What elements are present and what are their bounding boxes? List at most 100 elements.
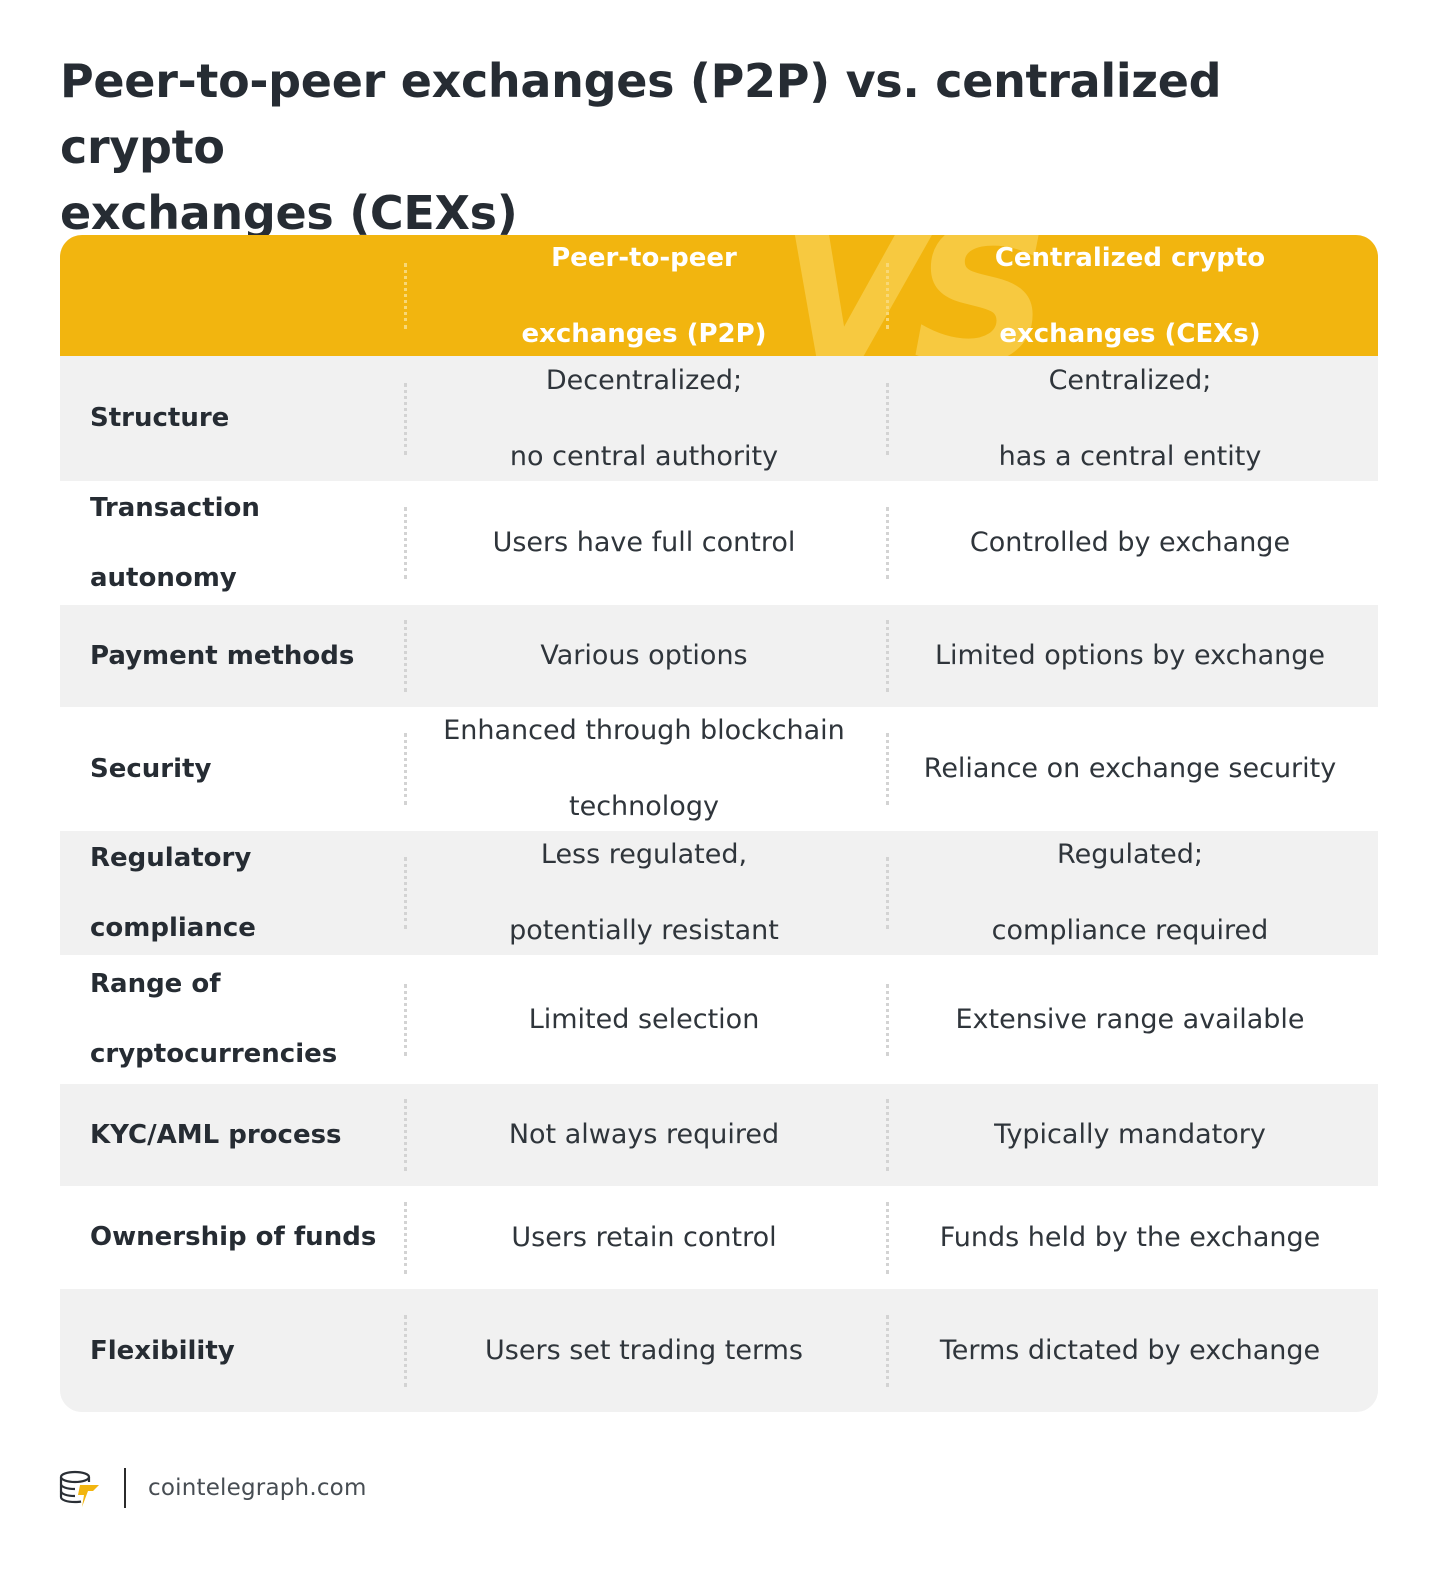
p2p-cell-line: Not always required xyxy=(508,1119,780,1150)
row-label-line: cryptocurrencies xyxy=(90,1039,338,1069)
footer: cointelegraph.com xyxy=(58,1466,367,1510)
p2p-cell-line: Users have full control xyxy=(492,527,796,558)
column-divider-2 xyxy=(886,383,889,455)
header-cex-line-1: Centralized crypto xyxy=(994,242,1266,273)
column-divider-1 xyxy=(404,1315,407,1387)
row-label-line: Structure xyxy=(90,403,230,433)
p2p-cell-line: Various options xyxy=(540,640,748,671)
p2p-cell-line: no central authority xyxy=(509,440,779,472)
row-label: Payment methods xyxy=(90,605,390,707)
cex-cell-line: Limited options by exchange xyxy=(935,640,1325,671)
cex-cell-line: Extensive range available xyxy=(955,1003,1305,1035)
p2p-cell: Various options xyxy=(402,605,886,707)
header-cex: Centralized crypto exchanges (CEXs) xyxy=(888,235,1372,356)
table-row: Payment methods Various options Limited op… xyxy=(60,605,1378,707)
title-line-2: exchanges (CEXs) xyxy=(60,186,518,240)
p2p-cell-line: technology xyxy=(569,791,719,822)
row-label: Range of cryptocurrencies xyxy=(90,955,390,1084)
row-label-line: autonomy xyxy=(90,562,237,593)
p2p-cell-line: Decentralized; xyxy=(545,364,743,396)
p2p-cell: Users have full control xyxy=(402,481,886,605)
header-divider-1 xyxy=(404,263,407,329)
p2p-cell-line: Users set trading terms xyxy=(485,1335,803,1366)
table-row: Security Enhanced through blockchain techn… xyxy=(60,707,1378,831)
row-label: Flexibility xyxy=(90,1289,390,1412)
cex-cell: Funds held by the exchange xyxy=(888,1186,1372,1289)
row-label-line: Transaction xyxy=(90,492,260,523)
row-label-line: KYC/AML process xyxy=(90,1119,342,1150)
p2p-cell: Less regulated, potentially resistant xyxy=(402,831,886,955)
header-p2p-line-2: exchanges (P2P) xyxy=(521,318,767,349)
cex-cell-line: Funds held by the exchange xyxy=(939,1221,1321,1253)
column-divider-1 xyxy=(404,507,407,579)
p2p-cell: Users set trading terms xyxy=(402,1289,886,1412)
column-divider-1 xyxy=(404,383,407,455)
column-divider-2 xyxy=(886,1099,889,1171)
p2p-cell: Limited selection xyxy=(402,955,886,1084)
cex-cell-line: Reliance on exchange security xyxy=(923,753,1337,784)
row-label-line: Regulatory xyxy=(90,842,252,873)
row-label-line: Payment methods xyxy=(90,640,355,671)
column-divider-2 xyxy=(886,620,889,692)
p2p-cell-line: Enhanced through blockchain xyxy=(443,715,845,746)
p2p-cell: Users retain control xyxy=(402,1186,886,1289)
row-label: Ownership of funds xyxy=(90,1186,390,1289)
column-divider-1 xyxy=(404,984,407,1056)
footer-divider xyxy=(124,1468,126,1508)
p2p-cell: Enhanced through blockchain technology xyxy=(402,707,886,831)
p2p-cell-line: Less regulated, xyxy=(540,839,748,870)
cex-cell: Reliance on exchange security xyxy=(888,707,1372,831)
row-label: Structure xyxy=(90,356,390,481)
page-title: Peer-to-peer exchanges (P2P) vs. central… xyxy=(60,48,1390,246)
column-divider-1 xyxy=(404,857,407,929)
column-divider-2 xyxy=(886,1315,889,1387)
table-header: VS Peer-to-peer exchanges (P2P) Centraliz… xyxy=(60,235,1378,356)
p2p-cell: Decentralized; no central authority xyxy=(402,356,886,481)
cex-cell-line: Regulated; xyxy=(1057,839,1203,870)
cex-cell: Centralized; has a central entity xyxy=(888,356,1372,481)
cex-cell-line: Typically mandatory xyxy=(994,1119,1266,1150)
cointelegraph-logo-icon xyxy=(59,1470,99,1507)
column-divider-2 xyxy=(886,733,889,805)
row-label: Transaction autonomy xyxy=(90,481,390,605)
cex-cell: Typically mandatory xyxy=(888,1084,1372,1186)
cex-cell: Limited options by exchange xyxy=(888,605,1372,707)
row-label: Regulatory compliance xyxy=(90,831,390,955)
header-divider-2 xyxy=(886,263,889,329)
brand-text: cointelegraph.com xyxy=(148,1475,367,1501)
table-row: Structure Decentralized; no central author… xyxy=(60,356,1378,481)
column-divider-2 xyxy=(886,1202,889,1274)
column-divider-2 xyxy=(886,857,889,929)
cex-cell: Extensive range available xyxy=(888,955,1372,1084)
cex-cell-line: compliance required xyxy=(991,915,1269,946)
table-row: Ownership of funds Users retain control Fu… xyxy=(60,1186,1378,1289)
table-row: KYC/AML process Not always required Typica… xyxy=(60,1084,1378,1186)
column-divider-1 xyxy=(404,733,407,805)
cex-cell-line: Terms dictated by exchange xyxy=(939,1335,1321,1366)
row-label-line: Ownership of funds xyxy=(90,1222,377,1252)
header-p2p-line-1: Peer-to-peer xyxy=(551,242,737,273)
cex-cell-line: has a central entity xyxy=(998,440,1262,472)
table-row: Transaction autonomy Users have full contr… xyxy=(60,481,1378,605)
header-cex-line-2: exchanges (CEXs) xyxy=(999,318,1261,349)
p2p-cell-line: Limited selection xyxy=(528,1003,760,1035)
column-divider-1 xyxy=(404,620,407,692)
column-divider-2 xyxy=(886,507,889,579)
p2p-cell-line: Users retain control xyxy=(511,1221,777,1253)
column-divider-1 xyxy=(404,1202,407,1274)
comparison-table: VS Peer-to-peer exchanges (P2P) Centraliz… xyxy=(60,235,1378,1412)
title-line-1: Peer-to-peer exchanges (P2P) vs. central… xyxy=(60,54,1222,174)
cex-cell: Regulated; compliance required xyxy=(888,831,1372,955)
table-row: Range of cryptocurrencies Limited selectio… xyxy=(60,955,1378,1084)
row-label: KYC/AML process xyxy=(90,1084,390,1186)
table-row: Regulatory compliance Less regulated, poten… xyxy=(60,831,1378,955)
row-label-line: Range of xyxy=(90,969,221,999)
cex-cell: Controlled by exchange xyxy=(888,481,1372,605)
cex-cell-line: Centralized; xyxy=(1048,364,1212,396)
row-label-line: compliance xyxy=(90,912,256,943)
table-row: Flexibility Users set trading terms Terms … xyxy=(60,1289,1378,1412)
row-label-line: Security xyxy=(90,753,212,784)
cex-cell-line: Controlled by exchange xyxy=(969,527,1291,558)
column-divider-1 xyxy=(404,1099,407,1171)
column-divider-2 xyxy=(886,984,889,1056)
